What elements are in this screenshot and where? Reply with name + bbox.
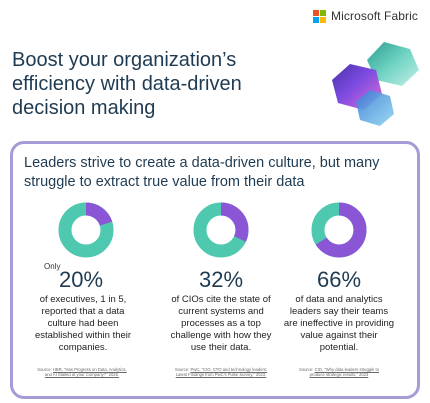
stat-source-cios: Source: PwC, “CIO, CTO and technology le… — [173, 367, 269, 378]
hexagon-art-icon — [332, 42, 419, 126]
donut-chart-cios — [193, 202, 249, 258]
logo-square-blue — [313, 16, 320, 23]
logo-square-yellow — [320, 16, 327, 23]
page-headline: Boost your organization’s efficiency wit… — [12, 49, 242, 119]
brand-name: Microsoft Fabric — [331, 9, 418, 23]
stat-value-data-leaders: 66% — [316, 267, 362, 292]
source-link[interactable]: HBR, “Has Progress on Data, Analytics, a… — [44, 367, 127, 378]
stat-value-cios: 32% — [198, 267, 244, 292]
source-label: Source: — [174, 367, 190, 372]
logo-square-red — [313, 9, 320, 16]
donut-chart-executives — [58, 202, 114, 258]
source-link[interactable]: PwC, “CIO, CTO and technology leaders: L… — [175, 367, 268, 378]
donut-fill-arc — [311, 202, 367, 258]
brand-header: Microsoft Fabric — [313, 9, 418, 23]
source-label: Source: — [37, 367, 52, 372]
stat-source-executives: Source: HBR, “Has Progress on Data, Anal… — [34, 367, 130, 378]
stats-card: Leaders strive to create a data-driven c… — [10, 141, 420, 399]
donut-fill-arc — [193, 202, 249, 258]
logo-square-green — [320, 9, 327, 16]
stat-description-cios: of CIOs cite the state of current system… — [170, 294, 272, 353]
hexagon-blue — [356, 90, 394, 126]
source-label: Source: — [298, 367, 314, 372]
card-heading: Leaders strive to create a data-driven c… — [24, 155, 380, 190]
stat-description-data-leaders: of data and analytics leaders say their … — [283, 294, 395, 353]
stat-value-executives: 20% — [58, 267, 104, 292]
donut-chart-data-leaders — [311, 202, 367, 258]
microsoft-logo-icon — [313, 9, 327, 23]
stat-description-executives: of executives, 1 in 5, reported that a d… — [34, 294, 132, 353]
stat-source-data-leaders: Source: CIO, “Why data leaders struggle … — [291, 367, 387, 378]
stat-prefix: Only — [44, 262, 61, 271]
hexagon-teal — [367, 42, 419, 86]
donut-fill-arc — [58, 202, 114, 258]
source-link[interactable]: CIO, “Why data leaders struggle to produ… — [309, 367, 380, 378]
